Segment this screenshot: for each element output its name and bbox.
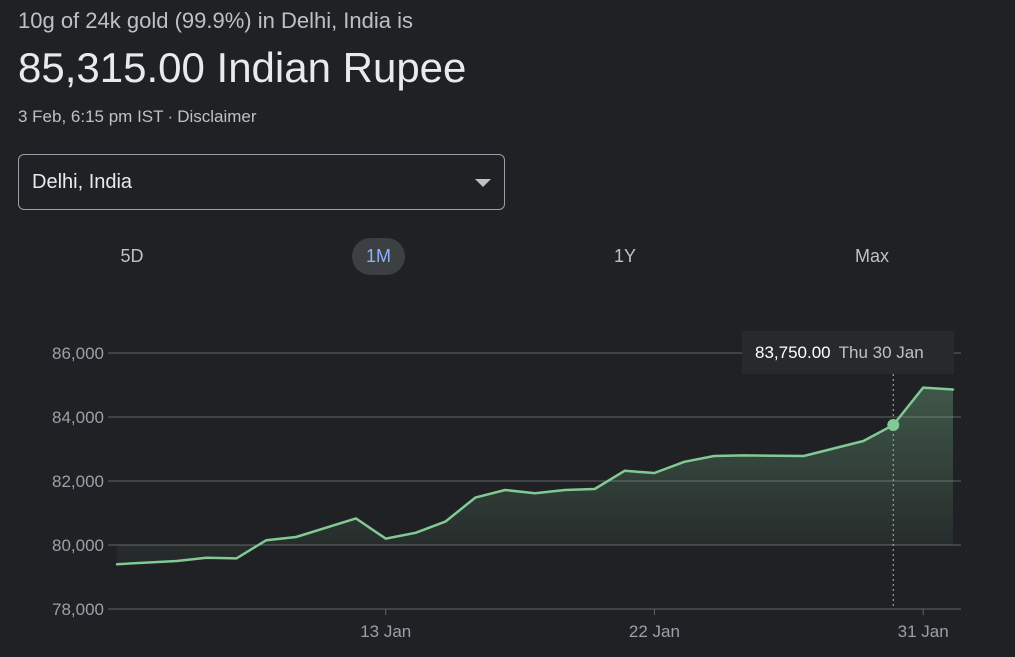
data-point[interactable] [352, 514, 360, 522]
y-tick-label: 80,000 [52, 536, 104, 555]
data-point[interactable] [232, 554, 240, 562]
data-point[interactable] [919, 384, 927, 392]
y-tick-label: 84,000 [52, 408, 104, 427]
data-point[interactable] [650, 469, 658, 477]
data-point[interactable] [382, 535, 390, 543]
data-point[interactable] [561, 486, 569, 494]
y-tick-label: 86,000 [52, 344, 104, 363]
highlight-point [887, 419, 900, 431]
tab-5d[interactable]: 5D [120, 246, 144, 266]
data-point[interactable] [710, 452, 718, 460]
data-point[interactable] [859, 437, 867, 445]
data-point[interactable] [501, 486, 509, 494]
data-point[interactable] [680, 458, 688, 466]
data-point[interactable] [471, 494, 479, 502]
x-tick-label: 31 Jan [898, 622, 949, 641]
chart-tooltip: 83,750.00 Thu 30 Jan [742, 331, 954, 374]
data-point[interactable] [441, 518, 449, 526]
data-point[interactable] [621, 467, 629, 475]
data-point[interactable] [113, 560, 121, 568]
data-point[interactable] [292, 533, 300, 541]
data-point[interactable] [800, 452, 808, 460]
tooltip-value: 83,750.00 [755, 343, 831, 362]
price-value: 85,315.00 [18, 44, 205, 91]
data-point[interactable] [591, 485, 599, 493]
price-meta: 3 Feb, 6:15 pm IST · Disclaimer [18, 107, 257, 127]
data-point[interactable] [203, 554, 211, 562]
location-select-value: Delhi, India [32, 171, 133, 193]
result-subtitle: 10g of 24k gold (99.9%) in Delhi, India … [18, 8, 414, 33]
data-point[interactable] [740, 451, 748, 459]
location-select[interactable]: Delhi, India [18, 154, 505, 210]
data-point[interactable] [262, 536, 270, 544]
tab-max[interactable]: Max [854, 246, 889, 266]
price-display: 85,315.00 Indian Rupee [18, 44, 466, 92]
data-point[interactable] [949, 386, 957, 394]
disclaimer-link[interactable]: Disclaimer [177, 107, 257, 126]
chevron-down-icon [475, 179, 491, 187]
y-tick-label: 78,000 [52, 600, 104, 619]
tab-1m[interactable]: 1M [352, 238, 405, 275]
data-point[interactable] [412, 529, 420, 537]
tooltip-date: Thu 30 Jan [838, 343, 924, 362]
price-currency: Indian Rupee [216, 44, 467, 91]
data-point[interactable] [173, 557, 181, 565]
x-tick-label: 13 Jan [360, 622, 411, 641]
series-area [117, 387, 953, 565]
timestamp: 3 Feb, 6:15 pm IST [18, 107, 164, 126]
y-tick-label: 82,000 [52, 472, 104, 491]
x-tick-label: 22 Jan [629, 622, 680, 641]
data-point[interactable] [531, 489, 539, 497]
meta-separator: · [167, 107, 174, 126]
tab-1y[interactable]: 1Y [613, 246, 637, 266]
series-line [115, 386, 955, 566]
